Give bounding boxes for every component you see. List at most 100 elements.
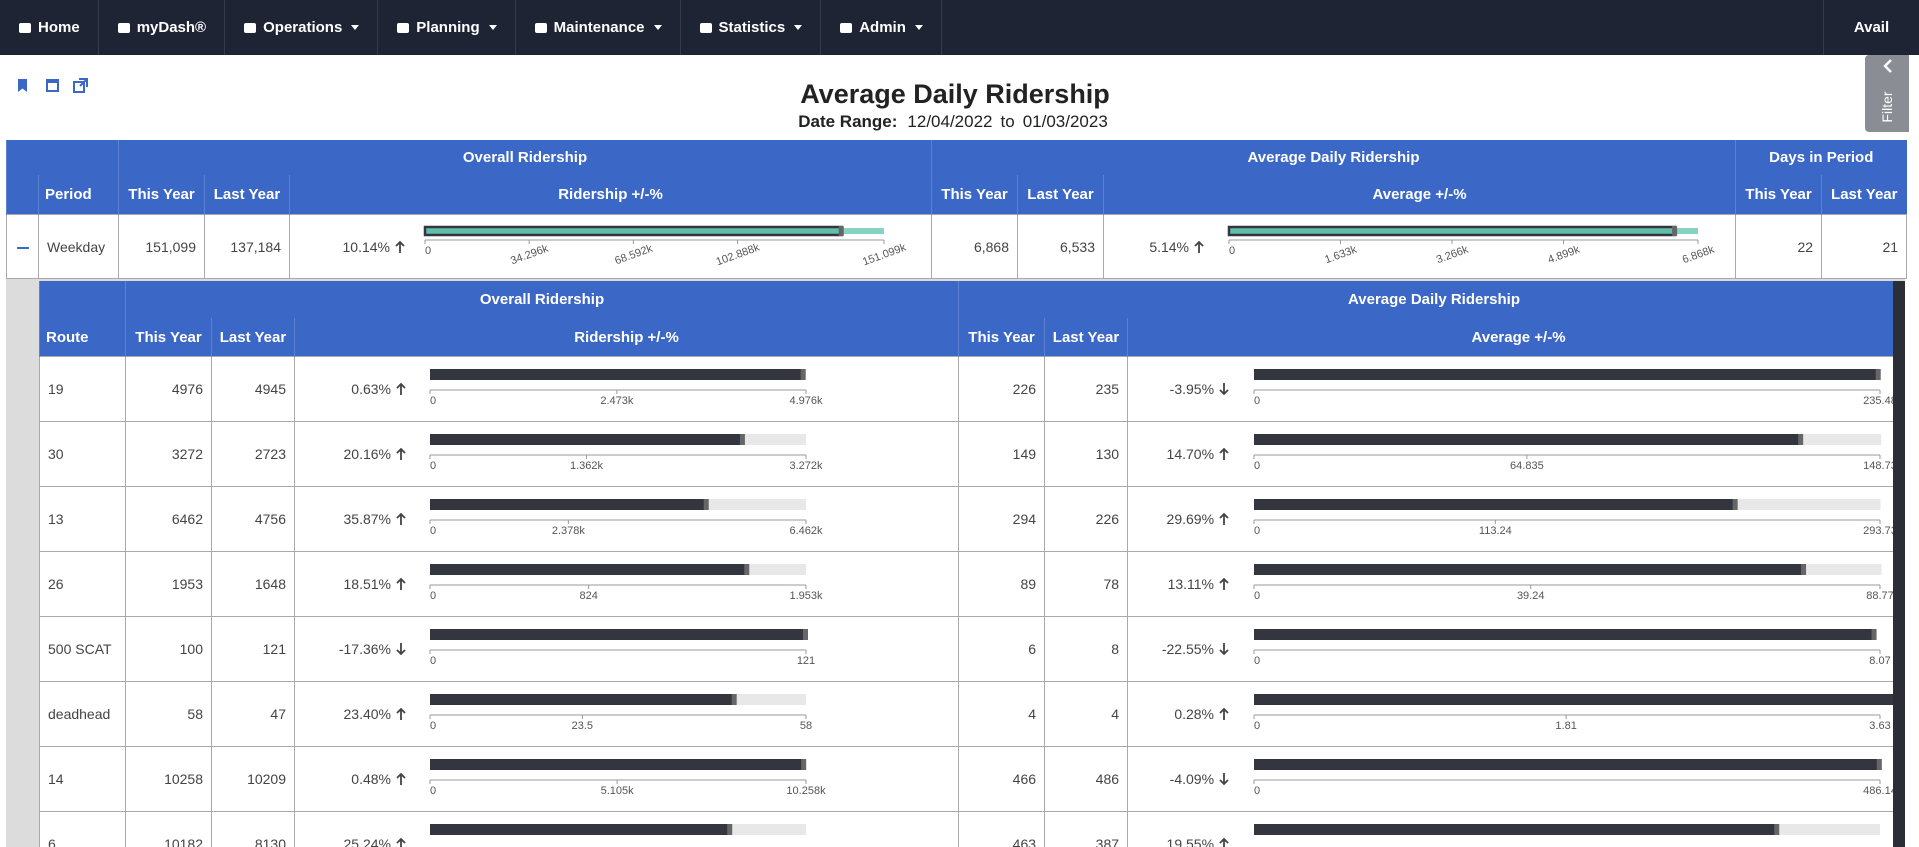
change-cell: 23.40% 0 23.5 58 — [293, 681, 960, 747]
change-value: 0.63% — [296, 358, 407, 421]
change-value: 35.87% — [296, 488, 407, 551]
group-header: Average Daily Ridership — [931, 140, 1736, 175]
column-header[interactable]: Route — [39, 318, 126, 357]
change-value: 0.28% — [1129, 683, 1231, 746]
axis-tick-label: 0 — [430, 525, 436, 537]
bullet-chart: 0 1.362k 3.272k — [429, 434, 823, 472]
scrollbar[interactable] — [1893, 281, 1905, 847]
column-header[interactable]: Period — [38, 175, 119, 215]
column-header[interactable]: Ridership +/-% — [293, 318, 959, 357]
caret — [794, 25, 803, 30]
filter-tab[interactable]: Filter — [1865, 55, 1909, 132]
avg-this-year-cell: 463 — [958, 811, 1046, 847]
avg-last-year-cell: 4 — [1044, 681, 1129, 747]
axis-tick-label: 0 — [1229, 245, 1235, 257]
axis-tick-label: 3.266k — [1435, 243, 1471, 266]
column-header[interactable]: Last Year — [1821, 175, 1907, 215]
change-cell: -22.55% 0 8.07 — [1127, 616, 1893, 682]
summary-table: Overall Ridership Average Daily Ridership… — [6, 140, 1908, 279]
bookmark-icon[interactable] — [18, 79, 27, 92]
last-year-cap — [1732, 499, 1738, 510]
column-header[interactable]: This Year — [1735, 175, 1822, 215]
bullet-chart — [430, 824, 806, 835]
bullet-chart: 0 8.07 — [1253, 629, 1891, 667]
group-header: Overall Ridership — [124, 281, 959, 318]
axis-tick-label: 0 — [1254, 460, 1260, 472]
last-year-bar — [430, 369, 804, 380]
last-year-cap — [1672, 226, 1678, 236]
arrow-up — [1194, 240, 1204, 253]
nav-item[interactable]: Operations — [225, 0, 379, 55]
this-year-cell: 151,099 — [118, 214, 205, 279]
arrow-up — [1219, 577, 1229, 590]
column-header[interactable]: Ridership +/-% — [288, 175, 932, 215]
column-header[interactable]: Last Year — [1017, 175, 1104, 215]
avg-this-year-cell: 294 — [958, 486, 1046, 552]
last-year-bar — [430, 824, 731, 835]
nav-label: Home — [38, 19, 80, 36]
this-year-cell: 6462 — [125, 486, 212, 552]
column-header[interactable]: Last Year — [204, 175, 290, 215]
nav-item[interactable]: Maintenance — [516, 0, 681, 55]
arrow-up — [1219, 447, 1229, 460]
change-text: 20.16% — [343, 446, 391, 462]
axis-tick-label: 4.976k — [789, 395, 823, 407]
nav-item[interactable]: Home — [0, 0, 99, 55]
change-text: 18.51% — [343, 576, 391, 592]
last-year-cell: 8130 — [211, 811, 295, 847]
change-value: 20.16% — [296, 423, 407, 486]
axis-tick-label: 0 — [430, 395, 436, 407]
axis-tick-label: 0 — [430, 655, 436, 667]
arrow-up — [396, 382, 406, 395]
nav-item[interactable]: myDash® — [99, 0, 226, 55]
top-nav: Home myDash® Operations Planning Maintenance… — [0, 0, 1919, 55]
last-year-bar — [430, 759, 805, 770]
nav-item[interactable]: Planning — [378, 0, 516, 55]
arrow — [1219, 837, 1229, 847]
column-header[interactable]: Last Year — [211, 318, 295, 357]
arrow-up — [1219, 837, 1229, 847]
arrow — [1194, 240, 1204, 253]
column-header[interactable]: This Year — [931, 175, 1018, 215]
icon-shape — [699, 22, 712, 33]
bullet-chart — [1254, 824, 1881, 835]
axis-tick-label: 1.953k — [789, 590, 823, 602]
change-cell: 0.48% 0 5.105k 10.258k — [293, 746, 960, 812]
change-text: 29.69% — [1166, 511, 1215, 527]
collapse-toggle[interactable] — [6, 214, 39, 279]
column-header[interactable]: Average +/-% — [1127, 318, 1893, 357]
column-header[interactable]: This Year — [958, 318, 1045, 357]
calendar-icon[interactable] — [46, 79, 59, 92]
nav-item[interactable]: Statistics — [681, 0, 822, 55]
change-text: 14.70% — [1166, 446, 1215, 462]
last-year-cap — [727, 824, 733, 835]
arrow-up — [395, 240, 405, 253]
nav-avail[interactable]: Avail — [1823, 0, 1919, 55]
this-year-cell: 3272 — [125, 421, 212, 487]
column-header[interactable]: Average +/-% — [1103, 175, 1736, 215]
bullet-chart: 0 121 — [429, 629, 815, 667]
axis-tick-label: 2.473k — [600, 395, 634, 407]
column-header[interactable]: This Year — [125, 318, 212, 357]
nav-item[interactable]: Admin — [821, 0, 942, 55]
last-year-cap — [1801, 564, 1807, 575]
arrow — [396, 512, 406, 525]
last-year-cell: 1648 — [211, 551, 295, 617]
change-text: 13.11% — [1167, 576, 1215, 592]
avg-last-year-cell: 78 — [1044, 551, 1129, 617]
axis-tick-label: 113.24 — [1479, 525, 1512, 537]
header-blank — [39, 281, 126, 318]
column-header[interactable]: Last Year — [1044, 318, 1128, 357]
change-value: 13.11% — [1129, 553, 1231, 616]
axis-tick-label: 8.07 — [1869, 655, 1890, 667]
change-text: 0.63% — [351, 381, 391, 397]
days-last-year-cell: 21 — [1821, 214, 1908, 279]
column-header[interactable]: This Year — [118, 175, 205, 215]
change-value: -4.09% — [1129, 748, 1231, 811]
external-link-icon[interactable] — [73, 78, 88, 93]
detail-panel: Overall Ridership Average Daily Ridership… — [6, 279, 1905, 847]
page-title: Average Daily Ridership — [800, 79, 1110, 109]
bullet-chart: 0 824 1.953k — [429, 564, 823, 602]
